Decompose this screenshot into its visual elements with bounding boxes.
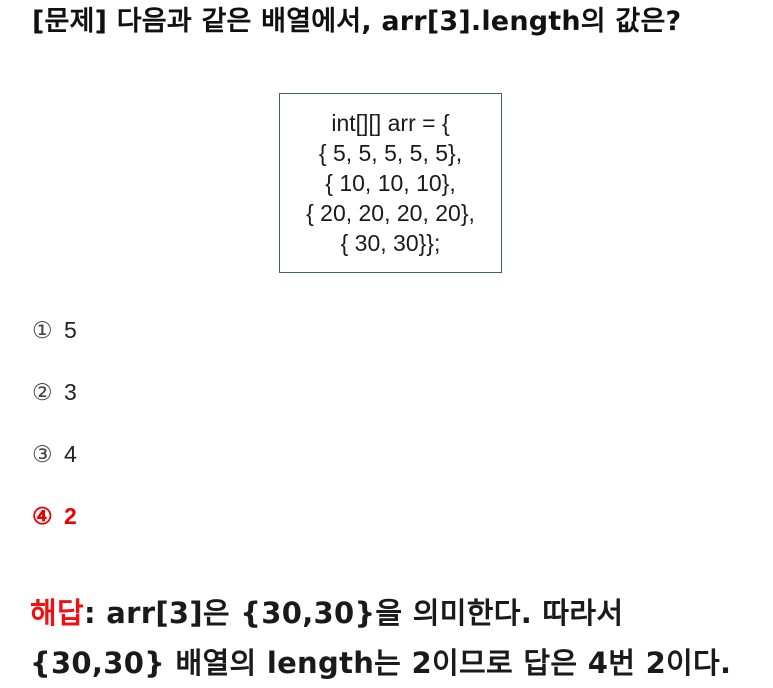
option-number: ③ (32, 441, 53, 467)
explanation-text-1: : arr[3]은 {30,30}을 의미한다. 따라서 (83, 596, 624, 630)
option-2[interactable]: ② 3 (32, 374, 77, 436)
code-line: { 30, 30}}; (340, 230, 441, 256)
explanation-label: 해답 (30, 596, 84, 630)
option-1[interactable]: ① 5 (32, 312, 77, 374)
option-number: ④ (32, 503, 53, 529)
code-line: { 10, 10, 10}, (325, 170, 456, 196)
option-text: 2 (64, 503, 77, 529)
explanation-line-2: {30,30} 배열의 length는 2이므로 답은 4번 2이다. (30, 646, 732, 680)
option-text: 5 (64, 317, 77, 343)
code-box: int[][] arr = { { 5, 5, 5, 5, 5}, { 10, … (279, 93, 502, 273)
option-text: 4 (64, 441, 77, 467)
option-3[interactable]: ③ 4 (32, 436, 77, 498)
answer-options: ① 5 ② 3 ③ 4 ④ 2 (32, 312, 77, 560)
code-line: { 5, 5, 5, 5, 5}, (318, 140, 463, 166)
option-4-correct[interactable]: ④ 2 (32, 498, 77, 560)
explanation: 해답: arr[3]은 {30,30}을 의미한다. 따라서 {30,30} 배… (30, 588, 765, 688)
option-number: ② (32, 379, 53, 405)
code-line: int[][] arr = { (331, 110, 450, 136)
code-line: { 20, 20, 20, 20}, (306, 200, 475, 226)
option-number: ① (32, 317, 53, 343)
explanation-line-1: 해답: arr[3]은 {30,30}을 의미한다. 따라서 (30, 588, 765, 638)
question-title: [문제] 다음과 같은 배열에서, arr[3].length의 값은? (32, 6, 682, 37)
option-text: 3 (64, 379, 77, 405)
